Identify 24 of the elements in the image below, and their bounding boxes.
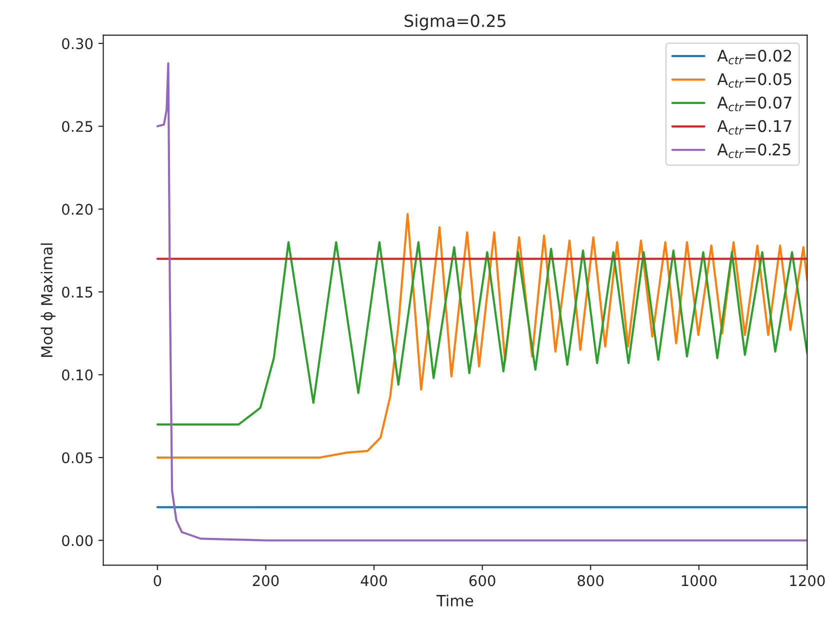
x-tick-label: 200 (252, 575, 279, 586)
y-tick-label: 0.15 (62, 286, 92, 298)
y-tick-label: 0.05 (62, 452, 92, 464)
line-series (156, 213, 808, 459)
y-tick-label: 0.25 (62, 120, 92, 132)
legend-label: A$_{ctr}$=0.05 (717, 73, 792, 88)
legend-label: A$_{ctr}$=0.17 (717, 120, 792, 135)
x-tick-label: 1200 (790, 575, 825, 586)
x-tick-label: 800 (578, 575, 604, 586)
y-tick-label: 0.30 (62, 38, 93, 50)
y-tick-label: 0.00 (62, 535, 93, 546)
x-tick-label: 1000 (682, 575, 716, 586)
legend-label: A$_{ctr}$=0.07 (717, 96, 792, 112)
line-series (156, 241, 808, 426)
chart-title: Sigma=0.25 (404, 14, 506, 30)
x-tick-label: 600 (469, 575, 496, 586)
y-axis-title: Mod ϕ Maximal (40, 243, 56, 357)
legend-label: A$_{ctr}$=0.02 (717, 50, 792, 64)
x-tick-label: 0 (154, 575, 162, 586)
legend-label: A$_{ctr}$=0.25 (717, 143, 790, 158)
x-tick-label: 400 (360, 575, 387, 586)
x-axis-title: Time (436, 594, 474, 606)
y-tick-label: 0.20 (62, 204, 93, 215)
y-tick-label: 0.10 (62, 369, 93, 380)
